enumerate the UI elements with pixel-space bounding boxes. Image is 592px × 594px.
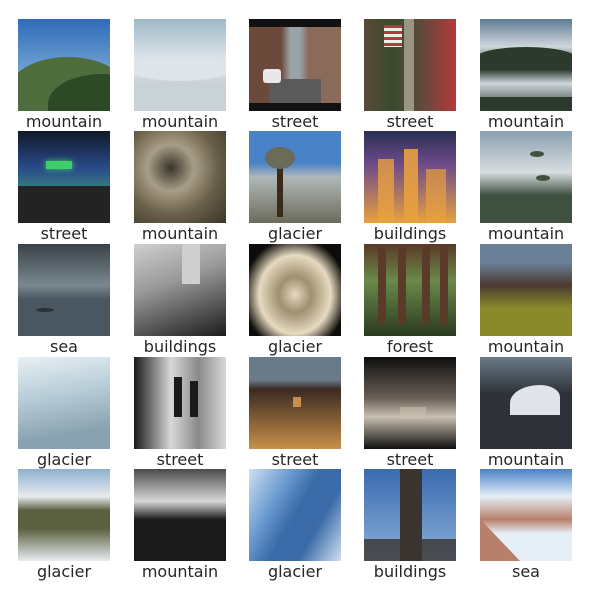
- thumbnail-image: [249, 131, 341, 223]
- thumbnail-image: [18, 19, 110, 111]
- image-tile: sea: [468, 469, 584, 581]
- image-tile: mountain: [468, 19, 584, 131]
- image-tile: street: [6, 131, 122, 243]
- image-tile: glacier: [237, 469, 353, 581]
- thumbnail-image: [249, 357, 341, 449]
- image-tile: street: [237, 19, 353, 131]
- image-tile: mountain: [468, 131, 584, 243]
- image-tile: glacier: [237, 131, 353, 243]
- image-tile: buildings: [122, 244, 238, 356]
- image-tile: sea: [6, 244, 122, 356]
- image-tile: glacier: [6, 357, 122, 469]
- thumbnail-image: [18, 469, 110, 561]
- image-tile: street: [122, 357, 238, 469]
- thumbnail-image: [134, 357, 226, 449]
- thumbnail-image: [364, 244, 456, 336]
- thumbnail-image: [480, 469, 572, 561]
- image-tile: mountain: [122, 131, 238, 243]
- image-label: buildings: [373, 224, 447, 243]
- image-label: street: [40, 224, 88, 243]
- image-label: mountain: [141, 112, 219, 131]
- image-label: street: [386, 112, 434, 131]
- thumbnail-image: [249, 469, 341, 561]
- thumbnail-image: [134, 131, 226, 223]
- image-tile: forest: [352, 244, 468, 356]
- image-label: mountain: [25, 112, 103, 131]
- image-label: mountain: [487, 450, 565, 469]
- image-label: buildings: [373, 562, 447, 581]
- image-label: sea: [512, 562, 540, 581]
- image-label: mountain: [487, 112, 565, 131]
- thumbnail-image: [480, 357, 572, 449]
- image-tile: mountain: [468, 357, 584, 469]
- image-label: glacier: [267, 224, 323, 243]
- thumbnail-image: [249, 19, 341, 111]
- image-tile: street: [352, 19, 468, 131]
- image-tile: mountain: [6, 19, 122, 131]
- thumbnail-image: [480, 244, 572, 336]
- image-label: glacier: [36, 562, 92, 581]
- image-label: glacier: [267, 562, 323, 581]
- image-label: mountain: [487, 224, 565, 243]
- image-tile: mountain: [122, 19, 238, 131]
- image-label: buildings: [143, 337, 217, 356]
- image-tile: buildings: [352, 469, 468, 581]
- thumbnail-image: [18, 244, 110, 336]
- image-tile: mountain: [468, 244, 584, 356]
- image-tile: buildings: [352, 131, 468, 243]
- image-label: glacier: [267, 337, 323, 356]
- image-label: mountain: [141, 562, 219, 581]
- image-label: street: [386, 450, 434, 469]
- thumbnail-image: [134, 469, 226, 561]
- image-tile: glacier: [237, 244, 353, 356]
- image-tile: street: [237, 357, 353, 469]
- thumbnail-image: [480, 131, 572, 223]
- image-label: forest: [386, 337, 434, 356]
- image-label: street: [271, 450, 319, 469]
- thumbnail-image: [480, 19, 572, 111]
- image-tile: mountain: [122, 469, 238, 581]
- image-tile: street: [352, 357, 468, 469]
- image-label: street: [271, 112, 319, 131]
- image-tile: glacier: [6, 469, 122, 581]
- image-label: glacier: [36, 450, 92, 469]
- thumbnail-image: [18, 357, 110, 449]
- image-label: mountain: [487, 337, 565, 356]
- thumbnail-image: [134, 244, 226, 336]
- thumbnail-image: [364, 469, 456, 561]
- image-label: sea: [50, 337, 78, 356]
- thumbnail-image: [249, 244, 341, 336]
- thumbnail-image: [134, 19, 226, 111]
- image-label: street: [156, 450, 204, 469]
- thumbnail-image: [364, 131, 456, 223]
- thumbnail-image: [364, 19, 456, 111]
- image-label: mountain: [141, 224, 219, 243]
- thumbnail-image: [18, 131, 110, 223]
- thumbnail-image: [364, 357, 456, 449]
